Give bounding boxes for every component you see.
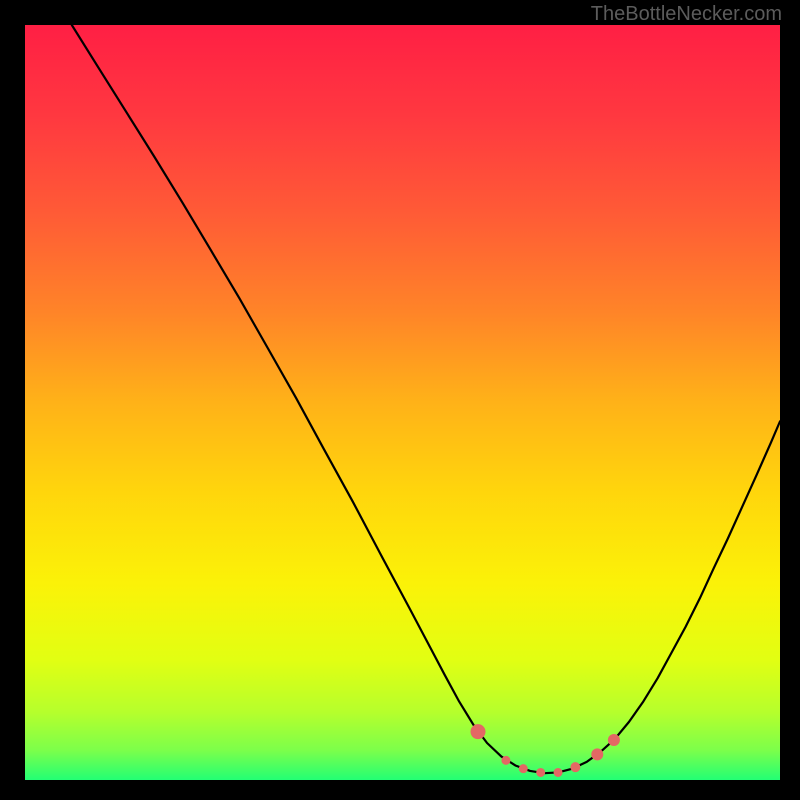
marker-point bbox=[608, 734, 619, 745]
marker-point bbox=[571, 763, 580, 772]
marker-group bbox=[471, 725, 619, 777]
marker-point bbox=[537, 768, 545, 776]
watermark-text: TheBottleNecker.com bbox=[591, 3, 782, 26]
marker-point bbox=[519, 765, 527, 773]
plot-area bbox=[25, 25, 780, 780]
bottleneck-curve bbox=[72, 25, 780, 773]
marker-point bbox=[471, 725, 485, 739]
chart-container: TheBottleNecker.com bbox=[0, 0, 800, 800]
marker-point bbox=[554, 768, 562, 776]
curve-svg bbox=[25, 25, 780, 780]
marker-point bbox=[592, 749, 603, 760]
marker-point bbox=[502, 756, 510, 764]
